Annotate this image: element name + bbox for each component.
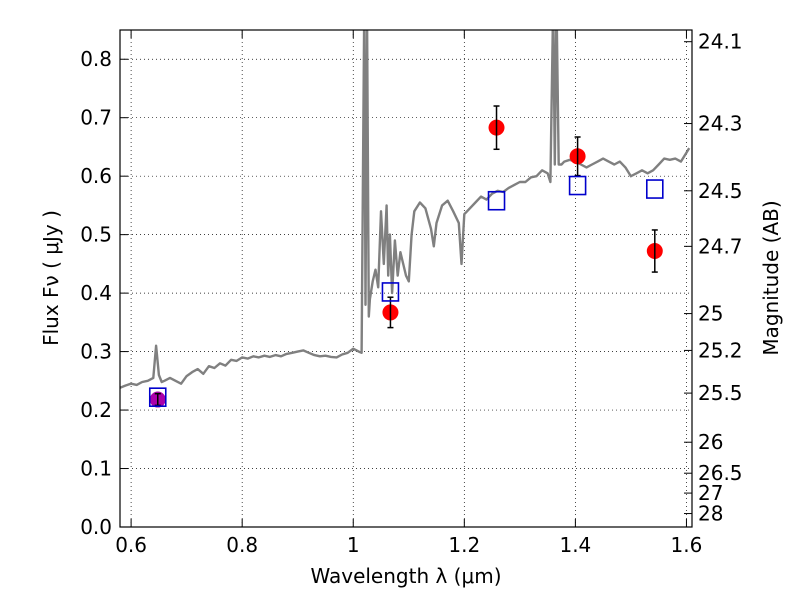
x-axis-label: Wavelength λ (μm) — [310, 564, 501, 588]
y-tick-label: 0.1 — [80, 457, 112, 481]
model-point — [148, 387, 167, 407]
y-right-tick-label: 25 — [698, 302, 723, 326]
y-right-tick-label: 26.5 — [698, 461, 743, 485]
x-tick-label: 0.8 — [226, 533, 258, 557]
y-right-tick-label: 24.1 — [698, 30, 743, 54]
y-tick-label: 0.7 — [80, 106, 112, 130]
model-point — [645, 179, 664, 199]
y-right-tick-label: 25.2 — [698, 338, 743, 362]
y-right-tick-label: 26 — [698, 430, 723, 454]
x-tick-label: 1.4 — [559, 533, 591, 557]
y-right-tick-label: 28 — [698, 502, 723, 526]
y-right-tick-label: 24.5 — [698, 179, 743, 203]
y-tick-label: 0.8 — [80, 47, 112, 71]
y-axis-right-label: Magnitude (AB) — [759, 200, 783, 355]
x-tick-label: 1 — [347, 533, 360, 557]
model-point — [487, 190, 506, 211]
y-tick-label: 0.6 — [80, 164, 112, 188]
plot-area — [120, 30, 691, 408]
y-right-tick-label: 24.3 — [698, 112, 743, 136]
grid — [120, 30, 692, 528]
model-point — [381, 282, 400, 302]
axes: 0.6 0.8 1 1.2 1.4 1.6 0.0 0.1 0.2 0.3 0.4 0.5 0.6 0.7… — [80, 30, 742, 557]
plot-frame — [119, 29, 693, 528]
spectrum-line — [120, 30, 691, 389]
y-right-tick-label: 25.5 — [698, 381, 743, 405]
y-right-tick-label: 27 — [698, 481, 723, 505]
x-tick-label: 1.2 — [448, 533, 480, 557]
y-tick-label: 0.4 — [80, 281, 112, 305]
y-right-tick-label: 24.7 — [698, 234, 743, 258]
x-tick-label: 1.6 — [671, 533, 703, 557]
y-tick-label: 0.2 — [80, 398, 112, 422]
model-point — [568, 175, 587, 196]
x-tick-label: 0.6 — [115, 533, 147, 557]
y-tick-label: 0.0 — [80, 515, 112, 539]
y-tick-label: 0.3 — [80, 340, 112, 364]
y-axis-label: Flux Fν ( μJy ) — [39, 210, 63, 346]
y-tick-label: 0.5 — [80, 223, 112, 247]
